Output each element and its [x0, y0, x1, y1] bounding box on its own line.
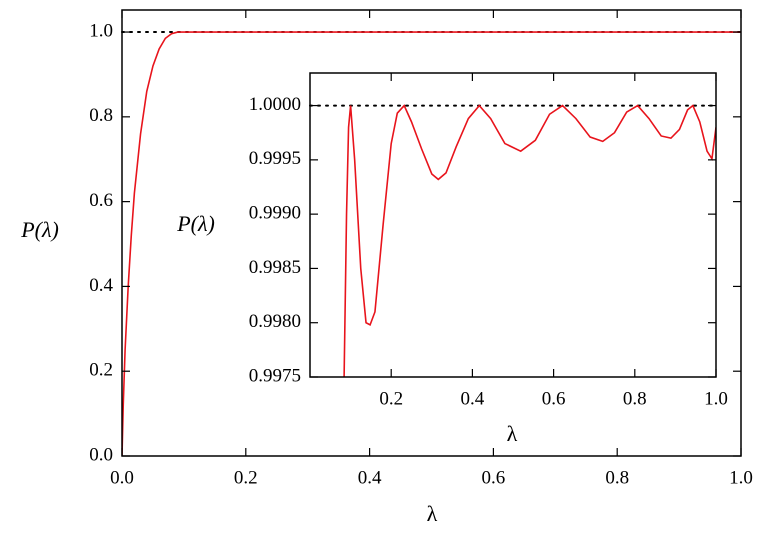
y-tick-label: 0.9985 — [249, 257, 301, 278]
x-tick-label: 0.6 — [542, 388, 566, 409]
x-tick-label: 0.2 — [379, 388, 403, 409]
x-tick-label: 0.6 — [482, 467, 506, 488]
x-tick-label: 1.0 — [729, 467, 753, 488]
y-axis-title: P(λ) — [20, 217, 59, 242]
x-tick-label: 0.4 — [358, 467, 382, 488]
y-axis-title: P(λ) — [176, 211, 215, 236]
y-tick-label: 0.9975 — [249, 365, 301, 386]
x-tick-label: 0.2 — [234, 467, 258, 488]
y-tick-label: 0.4 — [89, 275, 113, 296]
inset-background — [310, 73, 716, 377]
y-tick-label: 0.9990 — [249, 203, 301, 224]
y-tick-label: 0.9995 — [249, 148, 301, 169]
y-tick-label: 0.9980 — [249, 311, 301, 332]
plot-frame — [121, 9, 742, 457]
x-tick-label: 0.4 — [461, 388, 485, 409]
plot-0: 0.0 0.2 0.4 0.6 0.8 1.0 0.0 0.2 0.4 0.6 0.8 1.0 λ P(λ… — [20, 9, 753, 526]
data-line — [343, 104, 716, 377]
data-line — [122, 31, 741, 456]
y-tick-label: 0.6 — [89, 190, 113, 211]
plot-1: 0.2 0.4 0.6 0.8 1.0 0.9975 0.9980 0.9985 0.9990 0… — [176, 72, 728, 446]
x-axis-title: λ — [427, 501, 438, 526]
x-axis-title: λ — [507, 421, 518, 446]
y-tick-label: 1.0 — [89, 20, 113, 41]
plot-frame — [309, 72, 717, 378]
y-tick-label: 0.8 — [89, 105, 113, 126]
y-tick-label: 1.0000 — [249, 94, 301, 115]
y-tick-label: 0.0 — [89, 444, 113, 465]
x-tick-label: 1.0 — [704, 388, 728, 409]
x-tick-label: 0.8 — [605, 467, 629, 488]
x-tick-label: 0.8 — [623, 388, 647, 409]
x-tick-label: 0.0 — [110, 467, 134, 488]
y-tick-label: 0.2 — [89, 360, 113, 381]
